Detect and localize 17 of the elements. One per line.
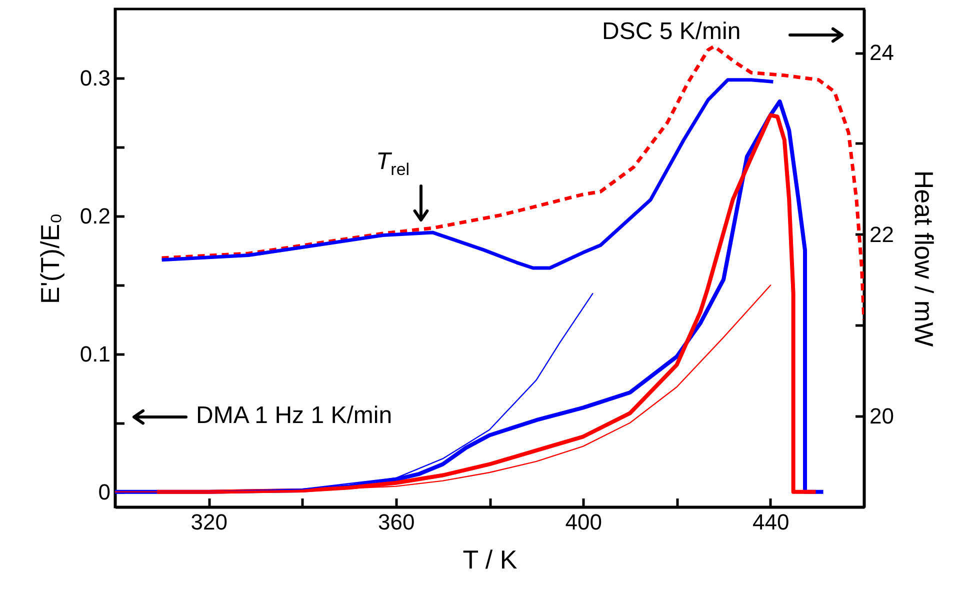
y-tick-label: 0	[98, 479, 110, 504]
annotation: DSC 5 K/min	[602, 18, 741, 45]
y2-axis-title: Heat flow / mW	[908, 170, 939, 348]
y-tick-label: 0.1	[80, 341, 110, 366]
y2-tick-label: 20	[870, 404, 894, 429]
x-axis-title: T / K	[462, 544, 518, 574]
annotation: DMA 1 Hz 1 K/min	[196, 402, 392, 429]
y2-tick-label: 22	[870, 222, 894, 247]
y-tick-label: 0.3	[80, 65, 110, 90]
x-tick-label: 400	[565, 510, 602, 534]
y-tick-label: 0.2	[80, 203, 110, 228]
x-tick-label: 320	[190, 510, 228, 534]
annotation: T$_{rel}$	[376, 148, 410, 179]
x-tick-label: 360	[378, 510, 415, 534]
y2-tick-label: 24	[870, 40, 894, 66]
x-tick-label: 440	[752, 510, 790, 534]
y-axis-title: E'(T)/E₀	[34, 213, 65, 304]
